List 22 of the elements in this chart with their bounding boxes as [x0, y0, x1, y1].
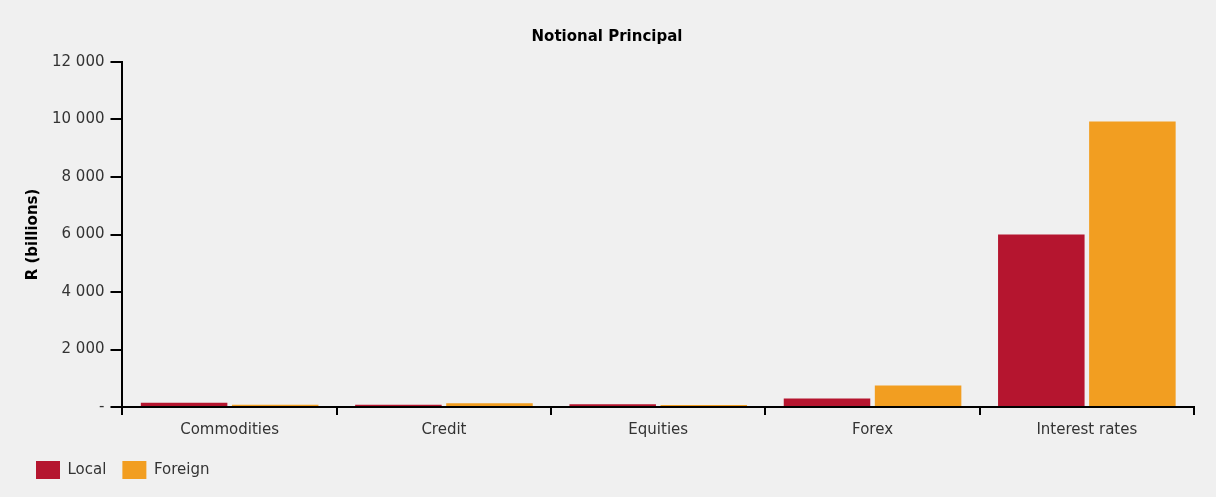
chart-title: Notional Principal	[531, 26, 683, 45]
y-tick-label: 6 000	[61, 224, 105, 243]
legend-label: Local	[67, 459, 107, 478]
bar	[1089, 121, 1176, 406]
x-tick-label: Credit	[421, 419, 467, 438]
x-tick-label: Commodities	[180, 419, 280, 438]
y-tick-label: 4 000	[61, 281, 105, 300]
x-tick-label: Forex	[852, 419, 894, 438]
bar	[446, 403, 533, 406]
x-tick-label: Interest rates	[1036, 419, 1138, 438]
bar	[140, 402, 228, 406]
legend-label: Foreign	[153, 459, 210, 478]
bar	[998, 234, 1085, 406]
y-axis-title: R (billions)	[22, 188, 41, 281]
bar	[874, 385, 962, 406]
x-tick-label: Equities	[628, 419, 689, 438]
bar	[783, 398, 871, 406]
y-tick-label: 2 000	[61, 339, 105, 358]
y-tick-label: -	[99, 396, 105, 415]
y-tick-label: 8 000	[61, 166, 105, 185]
y-tick-label: 12 000	[51, 51, 105, 70]
y-tick-label: 10 000	[51, 109, 105, 128]
